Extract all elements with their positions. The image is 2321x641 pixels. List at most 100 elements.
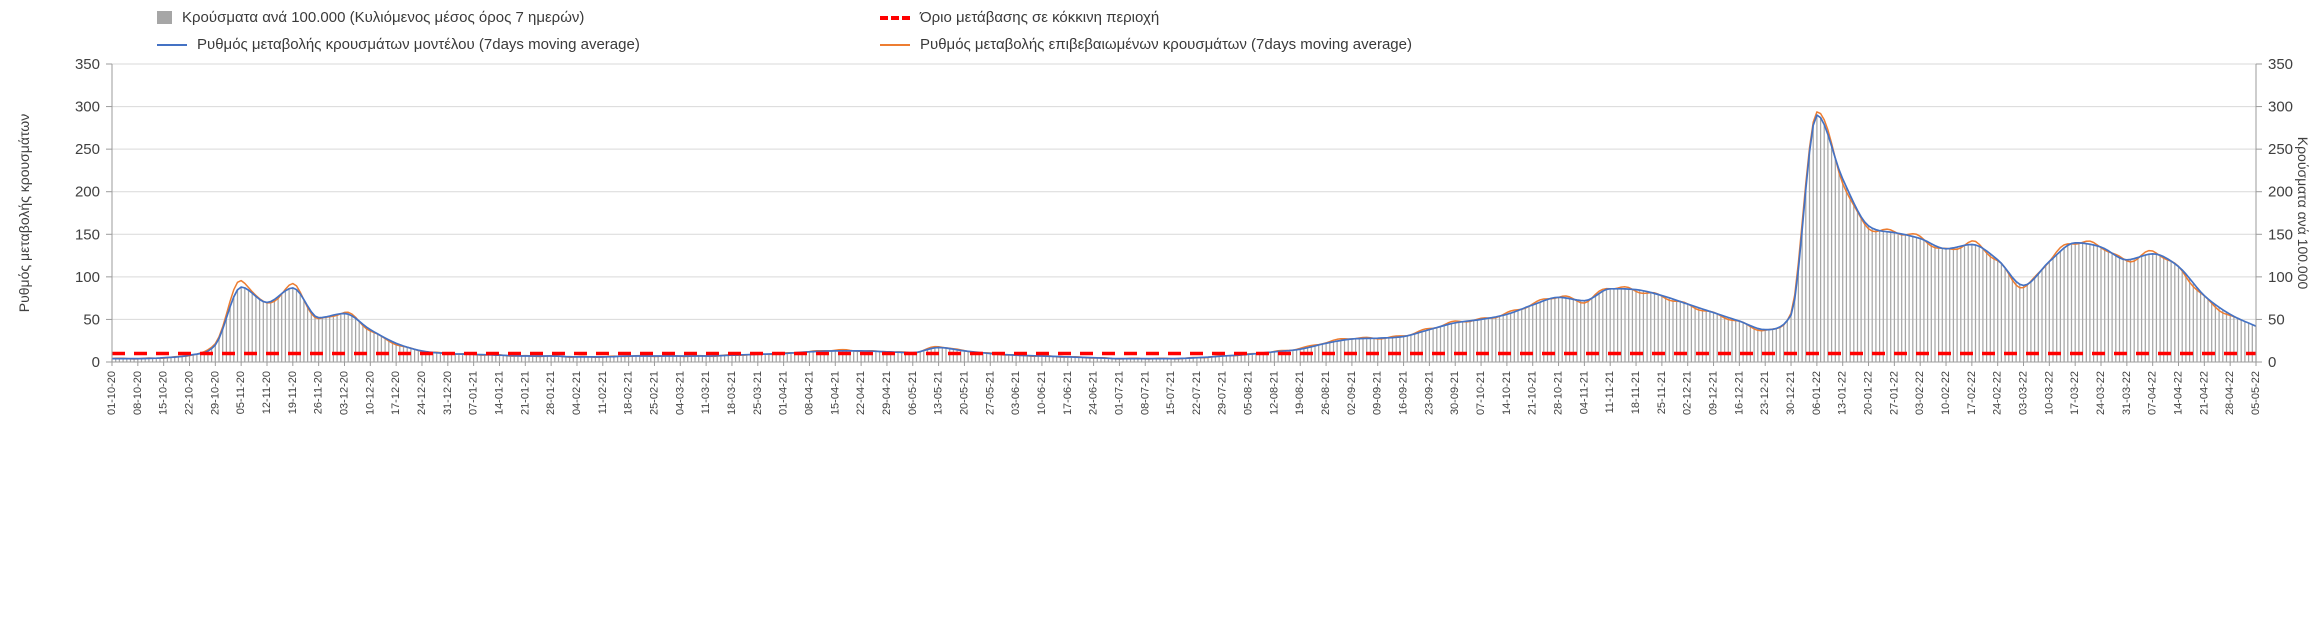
- x-tick-label: 09-12-21: [1708, 371, 1720, 415]
- x-tick-label: 04-03-21: [674, 371, 686, 415]
- x-tick-label: 10-03-22: [2043, 371, 2055, 415]
- x-tick-label: 14-10-21: [1501, 371, 1513, 415]
- bar-series-legend-label: Κρούσματα ανά 100.000 (Κυλιόμενος μέσος …: [182, 9, 585, 26]
- x-tick-label: 24-12-20: [416, 371, 428, 415]
- x-tick-label: 11-11-21: [1604, 371, 1616, 413]
- x-tick-label: 18-02-21: [623, 371, 635, 415]
- x-tick-label: 01-10-20: [106, 371, 118, 415]
- x-tick-label: 02-12-21: [1682, 371, 1694, 415]
- x-tick-label: 22-10-20: [183, 371, 195, 415]
- left-y-tick-label: 50: [83, 311, 100, 328]
- x-tick-label: 25-03-21: [752, 371, 764, 415]
- legend-item-confirmed-rate: Ρυθμός μεταβολής επιβεβαιωμένων κρουσμάτ…: [880, 36, 1412, 53]
- x-tick-label: 11-03-21: [700, 371, 712, 414]
- x-tick-label: 12-11-20: [261, 371, 273, 414]
- x-tick-label: 04-11-21: [1578, 371, 1590, 414]
- left-y-tick-label: 150: [75, 226, 100, 243]
- x-tick-label: 06-05-21: [907, 371, 919, 415]
- x-tick-label: 01-04-21: [778, 371, 790, 415]
- x-tick-label: 05-11-20: [235, 371, 247, 414]
- x-tick-label: 15-07-21: [1165, 371, 1177, 415]
- left-y-tick-label: 0: [92, 354, 100, 371]
- x-tick-label: 11-02-21: [597, 371, 609, 414]
- x-tick-label: 30-12-21: [1785, 371, 1797, 415]
- x-tick-label: 20-05-21: [958, 371, 970, 415]
- x-tick-label: 17-12-20: [390, 371, 402, 415]
- bar-series-swatch: [157, 11, 172, 24]
- x-tick-label: 20-01-22: [1863, 371, 1875, 415]
- x-tick-label: 30-09-21: [1449, 371, 1461, 415]
- x-tick-label: 27-01-22: [1888, 371, 1900, 415]
- x-tick-label: 29-10-20: [209, 371, 221, 415]
- legend-item-cases-per-100k: Κρούσματα ανά 100.000 (Κυλιόμενος μέσος …: [157, 9, 584, 26]
- x-tick-label: 31-12-20: [442, 371, 454, 415]
- x-tick-label: 21-04-22: [2198, 371, 2210, 415]
- left-y-tick-label: 300: [75, 99, 100, 116]
- x-tick-label: 24-06-21: [1088, 371, 1100, 415]
- x-tick-label: 12-08-21: [1268, 371, 1280, 415]
- x-tick-label: 03-06-21: [1010, 371, 1022, 415]
- right-y-tick-label: 150: [2268, 226, 2293, 243]
- left-y-tick-label: 200: [75, 184, 100, 201]
- model-line-swatch: [157, 43, 187, 46]
- x-tick-label: 29-04-21: [881, 371, 893, 415]
- right-y-tick-label: 200: [2268, 184, 2293, 201]
- x-tick-label: 09-09-21: [1372, 371, 1384, 415]
- x-tick-label: 19-11-20: [287, 371, 299, 414]
- x-tick-label: 03-02-22: [1914, 371, 1926, 415]
- x-tick-label: 23-12-21: [1759, 371, 1771, 415]
- x-tick-label: 24-03-22: [2095, 371, 2107, 415]
- right-y-tick-label: 300: [2268, 99, 2293, 116]
- x-tick-label: 24-02-22: [1992, 371, 2004, 415]
- x-tick-label: 18-03-21: [726, 371, 738, 415]
- x-tick-label: 16-12-21: [1733, 371, 1745, 415]
- x-tick-label: 31-03-22: [2121, 371, 2133, 415]
- x-tick-label: 15-10-20: [158, 371, 170, 415]
- x-tick-label: 04-02-21: [571, 371, 583, 415]
- x-tick-label: 08-07-21: [1139, 371, 1151, 415]
- x-tick-label: 19-08-21: [1294, 371, 1306, 415]
- bars-cases-per-100k: [111, 115, 2257, 362]
- x-tick-label: 15-04-21: [829, 371, 841, 415]
- x-tick-label: 07-04-22: [2147, 371, 2159, 415]
- confirmed-legend-label: Ρυθμός μεταβολής επιβεβαιωμένων κρουσμάτ…: [920, 36, 1412, 53]
- x-tick-label: 17-06-21: [1062, 371, 1074, 415]
- x-tick-label: 01-07-21: [1113, 371, 1125, 415]
- x-tick-label: 17-03-22: [2069, 371, 2081, 415]
- threshold-line-swatch: [880, 15, 910, 20]
- x-tick-label: 29-07-21: [1217, 371, 1229, 415]
- x-tick-label: 18-11-21: [1630, 371, 1642, 414]
- x-tick-label: 21-01-21: [519, 371, 531, 415]
- model-legend-label: Ρυθμός μεταβολής κρουσμάτων μοντέλου (7d…: [197, 36, 640, 53]
- x-tick-label: 10-12-20: [364, 371, 376, 415]
- x-tick-label: 10-06-21: [1036, 371, 1048, 415]
- left-y-tick-label: 250: [75, 141, 100, 158]
- x-tick-label: 13-05-21: [933, 371, 945, 415]
- x-tick-label: 22-07-21: [1191, 371, 1203, 415]
- legend-item-red-zone-threshold: Όριο μετάβασης σε κόκκινη περιοχή: [880, 9, 1159, 26]
- legend-item-model-rate: Ρυθμός μεταβολής κρουσμάτων μοντέλου (7d…: [157, 36, 640, 53]
- x-tick-label: 03-03-22: [2018, 371, 2030, 415]
- x-tick-label: 27-05-21: [984, 371, 996, 415]
- left-y-tick-label: 100: [75, 269, 100, 286]
- x-tick-label: 05-05-22: [2250, 371, 2262, 415]
- x-tick-label: 05-08-21: [1243, 371, 1255, 415]
- x-tick-label: 16-09-21: [1398, 371, 1410, 415]
- left-y-tick-label: 350: [75, 56, 100, 73]
- x-tick-label: 07-01-21: [468, 371, 480, 415]
- x-tick-label: 14-01-21: [493, 371, 505, 415]
- x-tick-label: 14-04-22: [2173, 371, 2185, 415]
- x-tick-label: 25-11-21: [1656, 371, 1668, 414]
- x-tick-label: 26-08-21: [1320, 371, 1332, 415]
- confirmed-line-swatch: [880, 43, 910, 46]
- x-tick-label: 07-10-21: [1475, 371, 1487, 415]
- threshold-legend-label: Όριο μετάβασης σε κόκκινη περιοχή: [920, 9, 1160, 26]
- right-y-tick-label: 100: [2268, 269, 2293, 286]
- x-tick-label: 28-01-21: [545, 371, 557, 415]
- right-y-tick-label: 350: [2268, 56, 2293, 73]
- right-y-tick-label: 50: [2268, 311, 2285, 328]
- x-tick-label: 10-02-22: [1940, 371, 1952, 415]
- x-tick-label: 06-01-22: [1811, 371, 1823, 415]
